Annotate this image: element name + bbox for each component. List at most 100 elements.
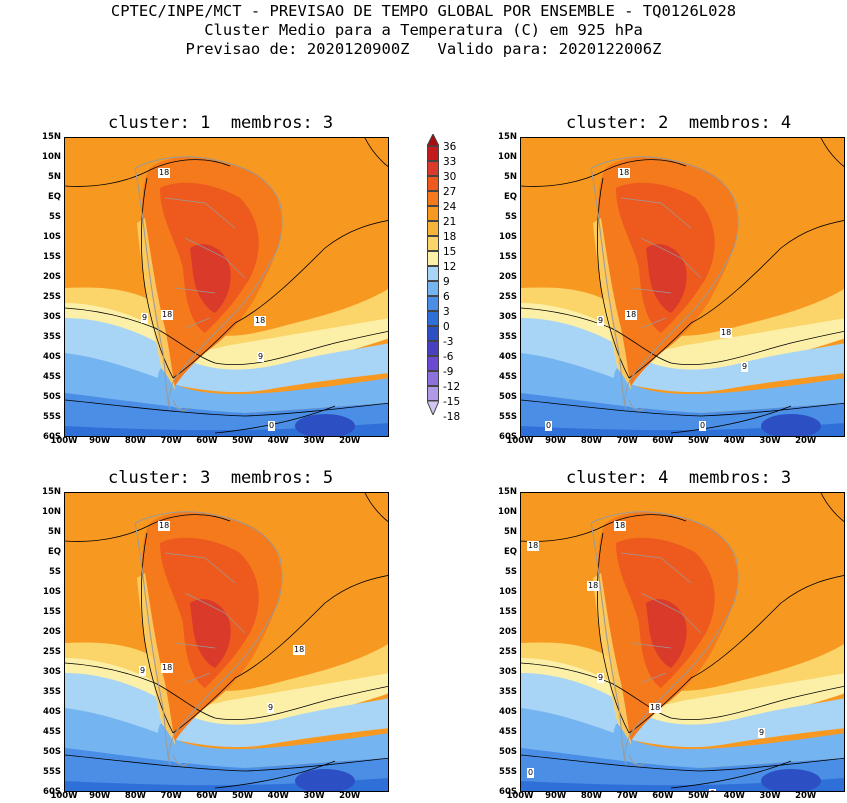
- latitude-label: 35S: [499, 332, 517, 342]
- latitude-label: 10N: [498, 507, 517, 517]
- latitude-label: 30S: [43, 312, 61, 322]
- latitude-label: 20S: [499, 627, 517, 637]
- latitude-label: 45S: [43, 372, 61, 382]
- contour-label: 18: [587, 581, 600, 591]
- longitude-label: 30W: [303, 791, 325, 801]
- colorbar-tick-label: 30: [443, 171, 457, 183]
- contour-label: 0: [699, 421, 707, 431]
- colorbar-cell: [427, 206, 439, 221]
- panel-title-1: cluster: 1 membros: 3: [108, 113, 334, 133]
- latitude-label: 15N: [498, 132, 517, 142]
- longitude-label: 90W: [89, 436, 111, 446]
- colorbar-cell: [427, 341, 439, 356]
- longitude-label: 100W: [506, 791, 534, 801]
- contour-label: 0: [545, 421, 553, 431]
- longitude-label: 20W: [339, 791, 361, 801]
- latitude-label: 30S: [499, 312, 517, 322]
- longitude-label: 30W: [759, 791, 781, 801]
- latitude-label: 20S: [499, 272, 517, 282]
- longitude-label: 100W: [50, 436, 78, 446]
- latitude-label: 50S: [499, 392, 517, 402]
- latitude-label: 55S: [43, 767, 61, 777]
- map-panel-1: 18 18 9 18 9 0: [64, 137, 389, 437]
- colorbar-cell: [427, 371, 439, 386]
- longitude-label: 80W: [124, 436, 147, 446]
- colorbar-bottom-arrow: [427, 401, 439, 415]
- latitude-label: 10S: [499, 232, 517, 242]
- latitude-label: 15N: [498, 487, 517, 497]
- longitude-label: 90W: [89, 791, 111, 801]
- latitude-label: 40S: [499, 352, 517, 362]
- latitude-label: 30S: [499, 667, 517, 677]
- latitude-label: 10N: [42, 152, 61, 162]
- latitude-label: EQ: [503, 547, 517, 557]
- latitude-label: EQ: [47, 547, 61, 557]
- colorbar-cell: [427, 296, 439, 311]
- colorbar-cell: [427, 356, 439, 371]
- longitude-label: 30W: [303, 436, 325, 446]
- colorbar-tick-label: -6: [443, 351, 454, 363]
- latitude-label: 55S: [43, 412, 61, 422]
- longitude-label: 80W: [580, 791, 603, 801]
- colorbar-tick-label: -12: [443, 381, 461, 393]
- colorbar-cell: [427, 386, 439, 401]
- latitude-label: 15N: [42, 132, 61, 142]
- latitude-label: 45S: [499, 727, 517, 737]
- colorbar-cell: [427, 221, 439, 236]
- contour-label: 18: [161, 663, 174, 673]
- latitude-label: 45S: [499, 372, 517, 382]
- latitude-label: 60S: [43, 787, 61, 797]
- contour-label: 0: [268, 421, 276, 431]
- longitude-label: 60W: [196, 436, 218, 446]
- colorbar-tick-label: -15: [443, 396, 461, 408]
- latitude-label: 10S: [43, 232, 61, 242]
- latitude-label: 50S: [43, 392, 61, 402]
- latitude-label: 55S: [499, 412, 517, 422]
- latitude-label: EQ: [503, 192, 517, 202]
- contour-label: 18: [158, 168, 171, 178]
- colorbar-tick-label: 6: [443, 291, 450, 303]
- colorbar-tick-label: 24: [443, 201, 457, 213]
- latitude-label: 40S: [43, 707, 61, 717]
- latitude-label: 40S: [499, 707, 517, 717]
- colorbar-cell: [427, 146, 439, 161]
- longitude-label: 90W: [545, 436, 567, 446]
- header-line-3: Previsao de: 2020120900Z Valido para: 20…: [185, 40, 662, 58]
- contour-label: 18: [527, 541, 540, 551]
- latitude-label: 25S: [499, 647, 517, 657]
- latitude-label: EQ: [47, 192, 61, 202]
- longitude-label: 40W: [723, 436, 745, 446]
- latitude-label: 15S: [43, 252, 61, 262]
- latitude-label: 10S: [43, 587, 61, 597]
- colorbar-tick-label: 3: [443, 306, 450, 318]
- colorbar-tick-label: 33: [443, 156, 457, 168]
- panel-title-2: cluster: 2 membros: 4: [566, 113, 792, 133]
- colorbar-tick-label: -9: [443, 366, 454, 378]
- longitude-label: 60W: [196, 791, 218, 801]
- longitude-label: 40W: [267, 791, 289, 801]
- contour-label: 9: [139, 666, 147, 676]
- contour-label: 18: [625, 310, 638, 320]
- longitude-label: 70W: [160, 791, 182, 801]
- contour-label: 18: [293, 645, 306, 655]
- colorbar-tick-label: 21: [443, 216, 457, 228]
- latitude-label: 20S: [43, 627, 61, 637]
- contour-label: 9: [741, 362, 749, 372]
- latitude-label: 10N: [42, 507, 61, 517]
- latitude-label: 55S: [499, 767, 517, 777]
- latitude-label: 20S: [43, 272, 61, 282]
- panel-title-3: cluster: 3 membros: 5: [108, 468, 334, 488]
- latitude-label: 50S: [499, 747, 517, 757]
- longitude-label: 20W: [795, 791, 817, 801]
- contour-label: 9: [758, 728, 766, 738]
- longitude-label: 60W: [652, 791, 674, 801]
- colorbar-cell: [427, 251, 439, 266]
- contour-label: 9: [597, 316, 605, 326]
- colorbar-cell: [427, 191, 439, 206]
- contour-label: 18: [161, 310, 174, 320]
- colorbar-tick-label: 9: [443, 276, 450, 288]
- longitude-label: 50W: [231, 436, 254, 446]
- colorbar-tick-label: 18: [443, 231, 457, 243]
- latitude-label: 25S: [43, 647, 61, 657]
- latitude-label: 25S: [43, 292, 61, 302]
